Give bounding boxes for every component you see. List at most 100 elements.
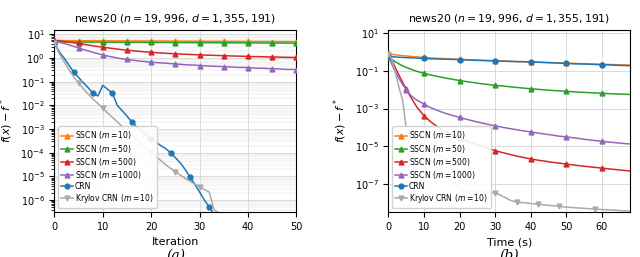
SSCN ($m = 500$) (128, 49, 136, 52)
SSCN ($m = 1000$) (396, 77, 403, 80)
Krylov CRN ($m = 10$) (385, 52, 392, 56)
Line: Krylov CRN ($m = 10$): Krylov CRN ($m = 10$) (386, 51, 633, 213)
SSCN ($m = 500$) (396, 74, 403, 77)
SSCN ($m = 50$) (413, 70, 420, 73)
SSCN ($m = 10$) (563, 62, 570, 65)
CRN (612, 64, 620, 67)
SSCN ($m = 500$) (211, 54, 218, 57)
Text: (b): (b) (500, 249, 519, 257)
SSCN ($m = 1000$) (627, 142, 634, 145)
CRN (90, 92, 97, 95)
SSCN ($m = 10$) (288, 40, 296, 43)
SSCN ($m = 10$) (484, 59, 492, 62)
SSCN ($m = 1000$) (399, 83, 406, 86)
SSCN ($m = 50$) (435, 75, 442, 78)
SSCN ($m = 500$) (534, 159, 541, 162)
SSCN ($m = 1000$) (598, 140, 606, 143)
SSCN ($m = 500$) (385, 52, 392, 56)
CRN (143, 134, 150, 137)
CRN (215, 221, 223, 224)
Line: SSCN ($m = 1000$): SSCN ($m = 1000$) (52, 39, 299, 72)
SSCN ($m = 1000$) (584, 138, 591, 141)
CRN (128, 121, 136, 124)
CRN (167, 151, 175, 154)
Title: news20 ($n = 19,996$, $d = 1,355,191$): news20 ($n = 19,996$, $d = 1,355,191$) (74, 12, 276, 25)
SSCN ($m = 50$) (292, 42, 300, 45)
SSCN ($m = 50$) (513, 86, 520, 89)
SSCN ($m = 1000$) (570, 136, 577, 139)
SSCN ($m = 1000$) (563, 135, 570, 139)
SSCN ($m = 1000$) (556, 135, 563, 138)
SSCN ($m = 500$) (435, 126, 442, 129)
SSCN ($m = 10$) (456, 58, 463, 61)
SSCN ($m = 1000$) (577, 137, 584, 140)
SSCN ($m = 500$) (403, 87, 410, 90)
Krylov CRN ($m = 10$) (445, 161, 452, 164)
SSCN ($m = 500$) (605, 167, 613, 170)
CRN (123, 115, 131, 118)
SSCN ($m = 500$) (612, 168, 620, 171)
SSCN ($m = 10$) (128, 39, 136, 42)
SSCN ($m = 1000$) (506, 127, 513, 130)
SSCN ($m = 1000$) (492, 124, 499, 127)
SSCN ($m = 1000$) (123, 58, 131, 61)
CRN (406, 56, 413, 59)
SSCN ($m = 1000$) (413, 99, 420, 102)
SSCN ($m = 50$) (484, 83, 492, 86)
CRN (200, 199, 208, 202)
CRN (65, 63, 73, 67)
SSCN ($m = 500$) (577, 164, 584, 167)
SSCN ($m = 10$) (627, 63, 634, 67)
SSCN ($m = 50$) (605, 92, 613, 95)
CRN (570, 62, 577, 65)
CRN (79, 81, 87, 84)
SSCN ($m = 50$) (527, 87, 534, 90)
SSCN ($m = 50$) (534, 88, 541, 91)
SSCN ($m = 1000$) (477, 121, 484, 124)
SSCN ($m = 1000$) (463, 118, 470, 121)
SSCN ($m = 10$) (598, 63, 606, 66)
SSCN ($m = 10$) (470, 58, 477, 61)
CRN (556, 62, 563, 65)
SSCN ($m = 500$) (513, 154, 520, 158)
SSCN ($m = 50$) (128, 41, 136, 44)
Line: SSCN ($m = 10$): SSCN ($m = 10$) (386, 51, 633, 68)
SSCN ($m = 500$) (442, 130, 449, 133)
SSCN ($m = 50$) (477, 82, 484, 85)
CRN (627, 64, 634, 67)
SSCN ($m = 1000$) (612, 141, 620, 144)
SSCN ($m = 1000$) (591, 139, 598, 142)
CRN (470, 59, 477, 62)
SSCN ($m = 50$) (470, 81, 477, 84)
SSCN ($m = 50$) (442, 77, 449, 80)
SSCN ($m = 50$) (104, 41, 111, 44)
SSCN ($m = 1000$) (541, 133, 549, 136)
CRN (60, 57, 68, 60)
SSCN ($m = 500$) (428, 121, 435, 124)
CRN (449, 58, 456, 61)
SSCN ($m = 50$) (51, 40, 58, 43)
Y-axis label: $f(x) - f^*$: $f(x) - f^*$ (0, 98, 15, 143)
Krylov CRN ($m = 10$) (288, 226, 296, 230)
SSCN ($m = 500$) (417, 110, 424, 113)
SSCN ($m = 500$) (292, 56, 300, 59)
CRN (172, 156, 179, 159)
SSCN ($m = 500$) (484, 147, 492, 150)
CRN (499, 60, 506, 63)
CRN (591, 63, 598, 66)
SSCN ($m = 10$) (520, 60, 527, 63)
SSCN ($m = 10$) (477, 59, 484, 62)
SSCN ($m = 500$) (51, 39, 58, 42)
SSCN ($m = 500$) (399, 81, 406, 84)
SSCN ($m = 10$) (225, 40, 232, 43)
SSCN ($m = 50$) (428, 74, 435, 77)
CRN (109, 92, 116, 95)
SSCN ($m = 10$) (499, 59, 506, 62)
SSCN ($m = 50$) (620, 93, 627, 96)
SSCN ($m = 50$) (541, 88, 549, 91)
SSCN ($m = 500$) (388, 59, 396, 62)
CRN (428, 57, 435, 60)
SSCN ($m = 10$) (399, 54, 406, 57)
SSCN ($m = 10$) (591, 62, 598, 66)
SSCN ($m = 500$) (463, 140, 470, 143)
